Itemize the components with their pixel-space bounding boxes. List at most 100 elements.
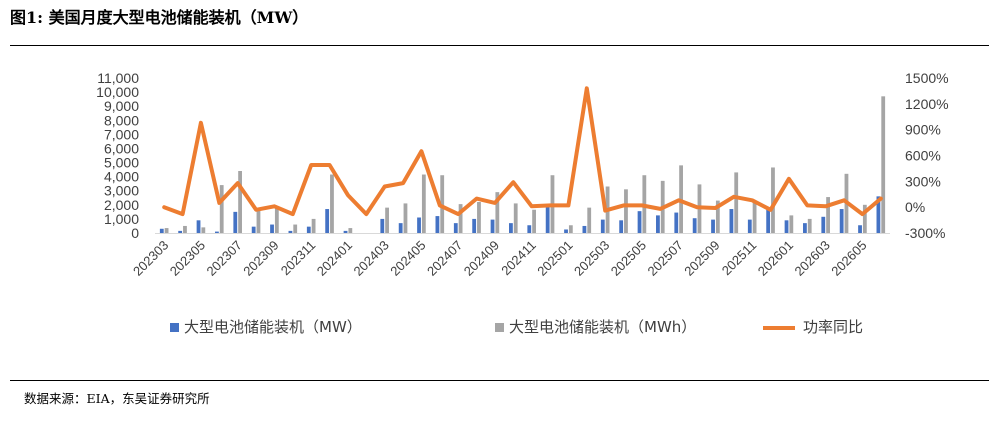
bar-mw bbox=[564, 229, 568, 233]
bar-mw bbox=[270, 224, 274, 233]
bar-mwh bbox=[164, 228, 169, 233]
legend-label-mwh: 大型电池储能装机（MWh） bbox=[509, 318, 696, 336]
bar-mw bbox=[527, 225, 532, 233]
bar-mw bbox=[692, 218, 697, 233]
y2-tick-label: 0% bbox=[905, 199, 925, 215]
x-tick-label: 202407 bbox=[424, 238, 465, 279]
legend-swatch-mwh bbox=[495, 323, 504, 332]
bar-mw bbox=[803, 223, 807, 233]
legend-label-mw: 大型电池储能装机（MW） bbox=[184, 318, 362, 336]
x-axis-ticks: 2023032023052023072023092023112024012024… bbox=[130, 238, 870, 279]
x-tick-label: 202409 bbox=[461, 238, 502, 279]
bar-mw bbox=[545, 206, 550, 233]
y2-tick-label: -300% bbox=[905, 225, 945, 241]
x-tick-label: 202405 bbox=[387, 238, 428, 279]
bar-mw bbox=[215, 231, 219, 233]
x-tick-label: 202507 bbox=[645, 238, 686, 279]
bar-mw bbox=[490, 219, 495, 233]
y2-tick-label: 900% bbox=[905, 122, 941, 138]
bar-mwh bbox=[807, 218, 812, 233]
bar-mwh bbox=[862, 204, 867, 233]
x-tick-label: 202403 bbox=[351, 238, 392, 279]
bar-mw bbox=[821, 216, 826, 233]
bar-mw bbox=[398, 223, 403, 233]
bar-mw bbox=[876, 196, 881, 233]
y-tick-label: 11,000 bbox=[97, 70, 139, 86]
series-yoy-line bbox=[162, 86, 883, 217]
y-tick-label: 3,000 bbox=[104, 183, 139, 199]
bar-mw bbox=[417, 217, 421, 233]
x-tick-label: 202603 bbox=[792, 238, 833, 279]
y-axis-left: 01,0002,0003,0004,0005,0006,0007,0008,00… bbox=[96, 70, 139, 241]
figure-title: 图1: 美国月度大型电池储能装机（MW） bbox=[10, 8, 309, 27]
bar-mwh bbox=[495, 192, 500, 233]
bar-mw bbox=[729, 209, 734, 233]
bar-mwh bbox=[274, 208, 279, 233]
y2-tick-label: 300% bbox=[905, 173, 941, 189]
y-tick-label: 4,000 bbox=[104, 169, 139, 185]
bar-mw bbox=[233, 211, 238, 233]
y-tick-label: 6,000 bbox=[104, 140, 139, 156]
x-tick-label: 202509 bbox=[681, 238, 722, 279]
bar-mw bbox=[766, 209, 771, 233]
y-tick-label: 2,000 bbox=[104, 197, 139, 213]
bar-mw bbox=[380, 218, 385, 233]
y2-tick-label: 1500% bbox=[905, 70, 949, 86]
bar-mw bbox=[674, 212, 679, 233]
y2-tick-label: 600% bbox=[905, 148, 941, 164]
bar-mwh bbox=[789, 215, 794, 233]
bar-mw bbox=[325, 209, 330, 233]
bar-mw bbox=[711, 219, 715, 233]
bar-mwh bbox=[734, 172, 739, 233]
y-tick-label: 1,000 bbox=[104, 211, 139, 227]
bar-mwh bbox=[624, 189, 628, 233]
bar-mw bbox=[178, 230, 183, 233]
bar-mw bbox=[747, 219, 752, 233]
x-tick-label: 202401 bbox=[314, 238, 355, 279]
bar-mwh bbox=[183, 225, 187, 233]
bar-mw bbox=[637, 211, 642, 233]
y-tick-label: 5,000 bbox=[104, 155, 139, 171]
y-tick-label: 8,000 bbox=[104, 112, 139, 128]
bar-mwh bbox=[201, 227, 206, 233]
bar-mw bbox=[453, 223, 458, 233]
bar-mwh bbox=[238, 171, 242, 233]
bar-mw bbox=[656, 215, 660, 233]
bar-mwh bbox=[752, 201, 757, 233]
bar-mw bbox=[306, 226, 311, 233]
y-tick-label: 7,000 bbox=[104, 126, 139, 142]
bar-mwh bbox=[771, 167, 775, 233]
y-tick-label: 9,000 bbox=[104, 98, 139, 114]
bar-mw bbox=[159, 228, 164, 233]
bar-mw bbox=[858, 225, 862, 233]
bar-mwh bbox=[532, 209, 536, 233]
source-note: 数据来源：EIA，东吴证券研究所 bbox=[24, 391, 210, 406]
bar-mw bbox=[600, 219, 605, 233]
bar-mw bbox=[288, 230, 293, 233]
legend-swatch-mw bbox=[170, 323, 179, 332]
bar-mw bbox=[196, 220, 201, 233]
y-axis-right: -300% 0% 300% 600% 900% 1200% 1500% bbox=[905, 70, 949, 241]
bar-mwh bbox=[587, 207, 592, 233]
x-tick-label: 202411 bbox=[498, 238, 539, 279]
bar-mw bbox=[619, 220, 624, 233]
bar-mwh bbox=[458, 204, 463, 233]
legend-label-yoy: 功率同比 bbox=[803, 318, 863, 336]
y-tick-label: 10,000 bbox=[96, 84, 139, 100]
x-tick-label: 202303 bbox=[130, 238, 171, 279]
bar-mwh bbox=[881, 96, 886, 234]
bottom-rule bbox=[10, 380, 989, 381]
y2-tick-label: 1200% bbox=[905, 96, 949, 112]
x-tick-label: 202307 bbox=[204, 238, 245, 279]
x-tick-label: 202605 bbox=[828, 238, 869, 279]
bar-mwh bbox=[348, 228, 353, 233]
x-tick-label: 202503 bbox=[571, 238, 612, 279]
bar-mwh bbox=[311, 218, 316, 233]
bar-mw bbox=[839, 209, 844, 233]
bar-mwh bbox=[513, 203, 518, 233]
bar-mwh bbox=[440, 175, 445, 233]
x-tick-label: 202501 bbox=[534, 238, 575, 279]
x-tick-label: 202309 bbox=[240, 238, 281, 279]
x-tick-label: 202505 bbox=[608, 238, 649, 279]
x-tick-label: 202511 bbox=[719, 238, 760, 279]
